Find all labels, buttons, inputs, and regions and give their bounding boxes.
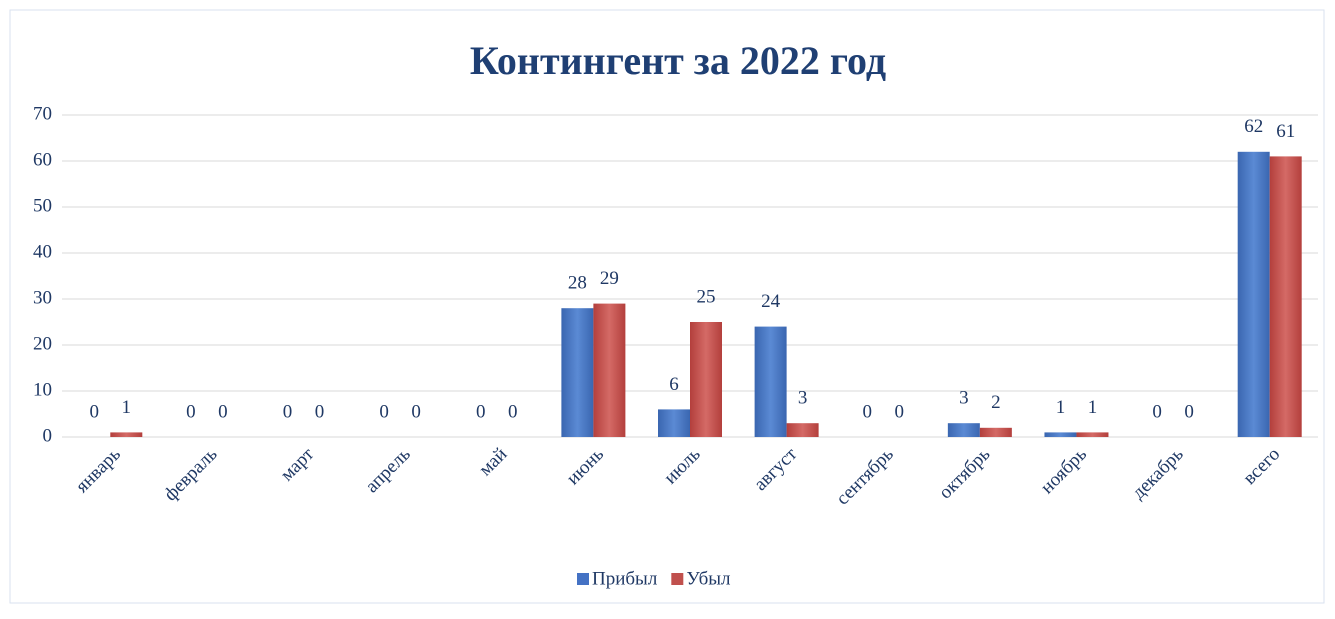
y-tick-label: 10 [33,379,52,400]
data-label: 0 [186,401,196,422]
legend-label: Убыл [686,568,731,589]
data-label: 0 [379,401,389,422]
data-label: 25 [697,286,716,307]
bar [947,423,980,437]
data-label: 0 [1184,401,1194,422]
data-label: 6 [669,374,679,395]
y-tick-label: 70 [33,103,52,124]
y-tick-label: 30 [33,287,52,308]
data-label: 3 [798,388,808,409]
data-label: 2 [991,392,1001,413]
data-label: 24 [761,291,781,312]
data-label: 61 [1276,121,1295,142]
data-label: 3 [959,388,969,409]
bar [786,423,819,437]
bar [979,427,1012,437]
data-label: 1 [122,397,132,418]
data-label: 0 [218,401,228,422]
chart-title: Контингент за 2022 год [470,38,886,83]
data-label: 29 [600,268,619,289]
data-label: 1 [1088,397,1098,418]
bar [1237,151,1270,438]
data-label: 0 [1152,401,1162,422]
data-label: 28 [568,273,587,294]
legend-label: Прибыл [592,568,658,589]
legend-swatch [671,573,684,585]
data-label: 0 [862,401,872,422]
bar [593,303,626,437]
data-label: 0 [90,401,100,422]
bar [754,326,787,437]
data-label: 0 [894,401,904,422]
chart-border [9,9,1325,604]
y-tick-label: 60 [33,149,52,170]
data-label: 0 [315,401,325,422]
y-tick-label: 0 [43,425,53,446]
y-tick-label: 50 [33,195,52,216]
legend-swatch [577,573,589,585]
y-tick-label: 40 [33,241,52,262]
data-label: 0 [283,401,293,422]
y-tick-label: 20 [33,333,52,354]
data-label: 0 [508,401,518,422]
bar [690,322,722,437]
bar [1044,432,1077,437]
bar [110,432,143,437]
bar [1269,156,1302,437]
bar [658,409,690,437]
data-label: 0 [476,401,486,422]
bar [561,308,594,437]
bar [1076,432,1109,437]
data-label: 0 [411,401,421,422]
data-label: 1 [1056,397,1066,418]
data-label: 62 [1244,116,1263,137]
